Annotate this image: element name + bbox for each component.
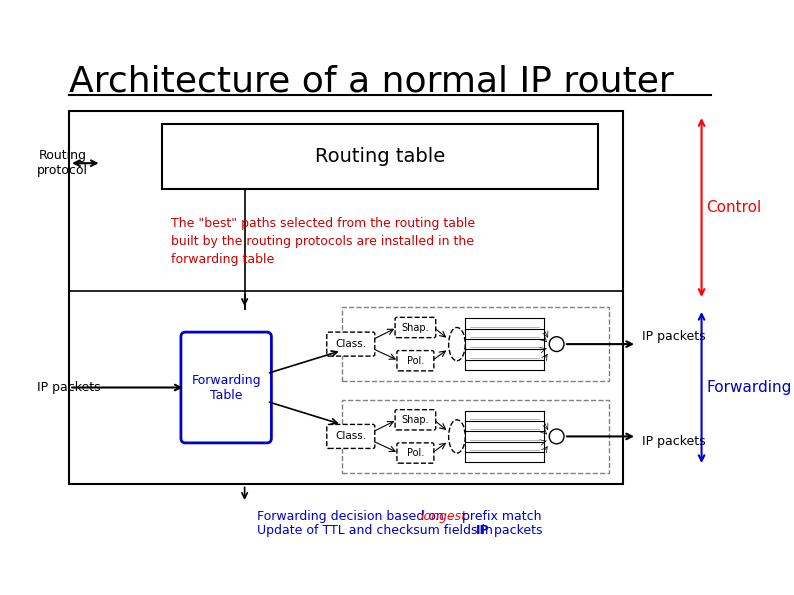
Circle shape xyxy=(549,337,564,352)
Circle shape xyxy=(549,429,564,444)
Text: IP packets: IP packets xyxy=(37,381,101,394)
Text: Shap.: Shap. xyxy=(402,415,430,425)
Ellipse shape xyxy=(449,420,465,453)
Text: Forwarding
Table: Forwarding Table xyxy=(191,374,261,402)
FancyBboxPatch shape xyxy=(397,350,434,371)
Text: Architecture of a normal IP router: Architecture of a normal IP router xyxy=(69,64,674,98)
Text: Pol.: Pol. xyxy=(407,448,424,458)
Text: The "best" paths selected from the routing table
built by the routing protocols : The "best" paths selected from the routi… xyxy=(171,217,475,266)
Text: Routing
protocol: Routing protocol xyxy=(37,149,88,177)
FancyBboxPatch shape xyxy=(181,332,272,443)
Text: IP packets: IP packets xyxy=(642,436,705,449)
Text: Forwarding decision based on: Forwarding decision based on xyxy=(256,511,447,523)
FancyBboxPatch shape xyxy=(395,317,436,337)
Text: Class.: Class. xyxy=(335,339,366,349)
Text: IP: IP xyxy=(476,524,489,537)
Text: longest: longest xyxy=(421,511,467,523)
Text: Update of TTL and checksum fields in: Update of TTL and checksum fields in xyxy=(256,524,496,537)
Text: prefix match: prefix match xyxy=(458,511,542,523)
Text: IP packets: IP packets xyxy=(642,330,705,343)
FancyBboxPatch shape xyxy=(327,332,375,356)
Bar xyxy=(161,124,598,189)
Bar xyxy=(341,307,609,381)
FancyBboxPatch shape xyxy=(397,443,434,463)
Text: packets: packets xyxy=(490,524,542,537)
FancyBboxPatch shape xyxy=(327,424,375,449)
Text: Shap.: Shap. xyxy=(402,322,430,333)
Text: Routing table: Routing table xyxy=(314,147,445,166)
FancyBboxPatch shape xyxy=(395,409,436,430)
Ellipse shape xyxy=(449,327,465,361)
Bar xyxy=(341,399,609,474)
Text: Class.: Class. xyxy=(335,431,366,441)
Text: Forwarding: Forwarding xyxy=(706,380,792,395)
Bar xyxy=(69,111,623,484)
Text: Control: Control xyxy=(706,200,761,215)
Text: Pol.: Pol. xyxy=(407,356,424,366)
